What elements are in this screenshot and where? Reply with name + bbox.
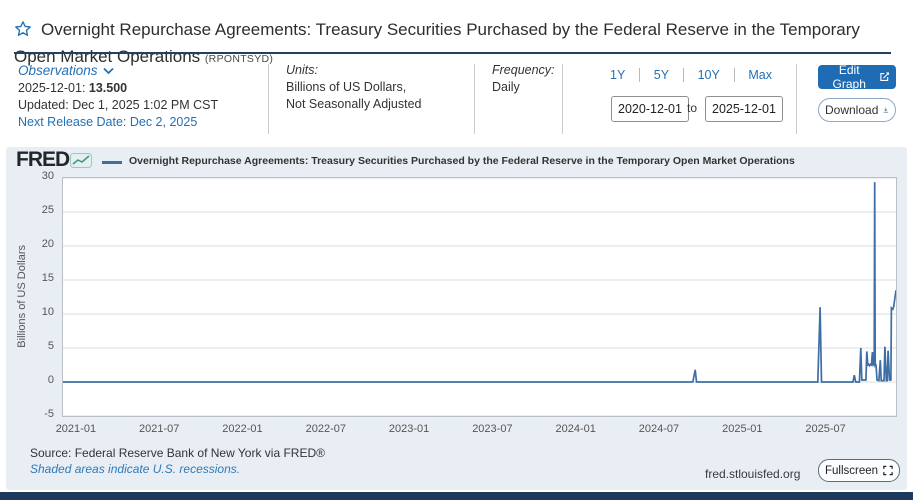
latest-observation: 2025-12-01: 13.500 — [18, 80, 218, 97]
chart-card: FRED Overnight Repurchase Agreements: Tr… — [6, 147, 907, 490]
edit-graph-label: Edit Graph — [832, 63, 866, 91]
edit-graph-button[interactable]: Edit Graph — [818, 63, 896, 91]
download-label: Download — [825, 103, 879, 117]
meta-separator — [562, 64, 563, 134]
latest-observation-date: 2025-12-01: — [18, 81, 86, 95]
observations-label: Observations — [18, 63, 98, 78]
y-tick-label: 15 — [41, 272, 54, 284]
page-title: Overnight Repurchase Agreements: Treasur… — [14, 18, 894, 68]
y-tick-label: -5 — [44, 408, 54, 420]
y-tick-label: 5 — [47, 340, 54, 352]
range-1y-button[interactable]: 1Y — [610, 68, 626, 82]
x-tick-label: 2021-07 — [138, 423, 180, 435]
x-tick-label: 2025-07 — [805, 423, 846, 435]
range-divider — [733, 68, 735, 82]
range-max-button[interactable]: Max — [748, 68, 772, 82]
legend-line-sample — [102, 161, 122, 164]
units-line1: Billions of US Dollars, — [286, 80, 407, 94]
series-title-text: Overnight Repurchase Agreements: Treasur… — [14, 20, 860, 66]
date-to-input[interactable] — [705, 96, 783, 122]
download-icon — [883, 107, 889, 113]
frequency-value: Daily — [492, 80, 520, 94]
x-tick-label: 2024-07 — [638, 423, 680, 435]
x-tick-label: 2021-01 — [55, 423, 97, 435]
fullscreen-icon — [883, 465, 893, 476]
frequency-section: Frequency: Daily — [492, 62, 555, 96]
units-label: Units: — [286, 63, 318, 77]
range-10y-button[interactable]: 10Y — [697, 68, 720, 82]
range-divider — [639, 68, 641, 82]
fullscreen-label: Fullscreen — [825, 464, 879, 477]
star-icon[interactable] — [14, 20, 32, 44]
range-5y-button[interactable]: 5Y — [653, 68, 670, 82]
fullscreen-button[interactable]: Fullscreen — [818, 459, 900, 482]
x-tick-label: 2022-07 — [305, 423, 346, 435]
y-tick-label: 10 — [41, 306, 54, 318]
edit-pencil-icon — [880, 72, 890, 81]
x-tick-label: 2022-01 — [222, 423, 263, 435]
observations-section: Observations 2025-12-01: 13.500 Updated:… — [18, 62, 218, 131]
date-from-input[interactable] — [611, 96, 689, 122]
frequency-label: Frequency: — [492, 63, 555, 77]
fred-sparkline-icon — [70, 153, 92, 173]
chevron-down-icon — [102, 67, 114, 74]
plot-svg — [63, 177, 897, 417]
series-id: (RPONTSYD) — [204, 52, 274, 65]
x-tick-label: 2024-01 — [555, 423, 596, 435]
y-tick-label: 0 — [47, 374, 54, 386]
meta-separator — [796, 64, 797, 134]
y-tick-label: 20 — [41, 238, 54, 250]
y-tick-label: 25 — [41, 204, 54, 216]
site-link[interactable]: fred.stlouisfed.org — [705, 467, 801, 481]
fred-logo[interactable]: FRED — [16, 148, 70, 171]
title-divider — [14, 52, 891, 54]
x-tick-label: 2023-07 — [472, 423, 513, 435]
units-section: Units: Billions of US Dollars, Not Seaso… — [286, 62, 422, 113]
observations-dropdown[interactable]: Observations — [18, 62, 114, 79]
legend-series-title: Overnight Repurchase Agreements: Treasur… — [129, 155, 795, 167]
source-text: Source: Federal Reserve Bank of New York… — [30, 446, 325, 460]
units-line2: Not Seasonally Adjusted — [286, 97, 422, 111]
range-divider — [682, 68, 684, 82]
x-tick-label: 2023-01 — [388, 423, 430, 435]
footer-bar — [0, 492, 913, 500]
meta-separator — [474, 64, 475, 134]
recession-note-link[interactable]: Shaded areas indicate U.S. recessions. — [30, 462, 241, 476]
range-selector: 1Y 5Y 10Y Max — [606, 68, 776, 82]
x-tick-label: 2025-01 — [722, 423, 763, 435]
date-range-to-label: to — [687, 101, 698, 115]
y-tick-label: 30 — [41, 170, 54, 182]
meta-separator — [268, 64, 269, 134]
series-line — [63, 182, 897, 383]
meta-bar: Observations 2025-12-01: 13.500 Updated:… — [0, 58, 913, 144]
plot-area[interactable] — [62, 177, 897, 417]
next-release-link[interactable]: Next Release Date: Dec 2, 2025 — [18, 115, 198, 129]
latest-observation-value: 13.500 — [88, 81, 128, 95]
updated-text: Updated: Dec 1, 2025 1:02 PM CST — [18, 98, 219, 112]
download-button[interactable]: Download — [818, 98, 896, 122]
